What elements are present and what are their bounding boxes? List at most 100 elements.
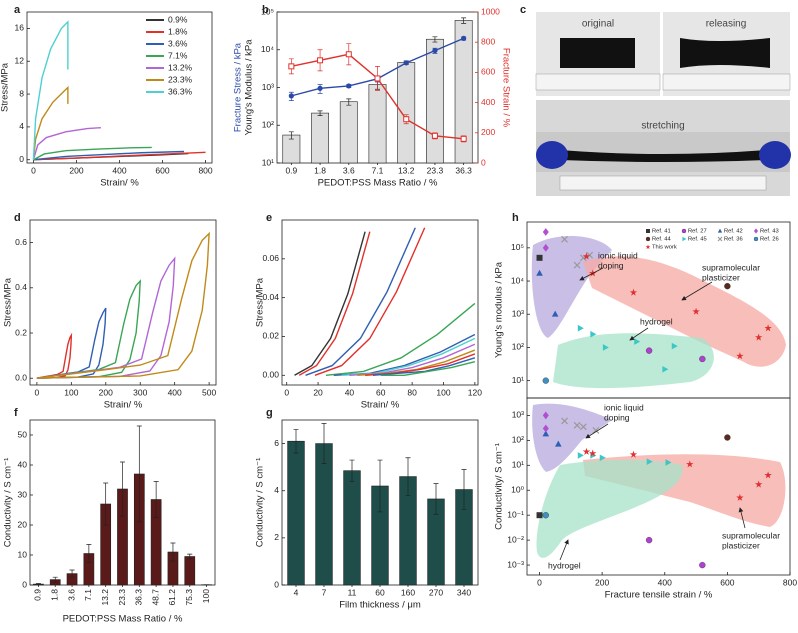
x-tick-label: 160 (401, 587, 415, 597)
error-bar (52, 576, 58, 583)
chart: h 10¹ 10² 10³ 10⁴ 10⁵ Young's modulus / kPa Ref… (494, 212, 791, 399)
error-bar (69, 569, 75, 578)
annotation: plasticizer (722, 540, 760, 550)
x-tick-label: 400 (658, 577, 672, 587)
point (645, 536, 653, 544)
axis-label: Young's Modulus / kPa (244, 39, 255, 136)
x-tick-label: 500 (202, 387, 216, 397)
error-bar (317, 110, 323, 116)
point (665, 459, 672, 466)
point (573, 421, 581, 429)
photo-caption: stretching (641, 121, 684, 132)
h-legend-label: Ref. 45 (688, 237, 707, 243)
y-tick-label: 10¹ (512, 460, 524, 470)
point (345, 51, 352, 58)
point (764, 324, 772, 332)
point (573, 261, 581, 269)
y-tick-label: 10⁻³ (507, 559, 524, 569)
annotation: hydrogel (640, 316, 673, 326)
point (460, 135, 467, 142)
y-tick-label: 0.6 (15, 237, 27, 247)
chart: g 0 2 4 6 4 7 11 60 160 270 340 Film thickness / μm C… (255, 407, 479, 611)
bar (426, 38, 444, 164)
panel-letter: h (512, 212, 519, 224)
y-tick-label: 0.00 (262, 370, 279, 380)
point (561, 417, 568, 425)
point (577, 452, 584, 459)
error-bar (187, 553, 193, 560)
point (599, 454, 606, 462)
annotation-arrow (629, 327, 649, 341)
annotation-arrow (585, 423, 609, 439)
x-tick-label: 0 (31, 165, 36, 175)
line (32, 85, 69, 160)
axis-label: PEDOT:PSS Mass Ratio / % (63, 614, 183, 625)
error-bar (321, 423, 327, 464)
x-tick-label: 200 (595, 577, 609, 587)
x-tick-label: 23.3 (427, 165, 444, 175)
point (686, 460, 694, 468)
x-tick-label: 80 (407, 387, 417, 397)
y-tick-label: 4 (19, 121, 24, 131)
x-tick-label: 800 (198, 165, 212, 175)
line (294, 231, 366, 376)
error-bar (432, 36, 438, 43)
x-tick-label: 11 (348, 587, 357, 597)
annotation: doping (598, 260, 624, 270)
y2-tick-label: 600 (481, 67, 495, 77)
ruler (662, 73, 791, 91)
photo-panel: c original releasing stretching (520, 4, 791, 196)
x-tick-label: 0 (35, 387, 40, 397)
h-legend-label: Ref. 44 (652, 237, 671, 243)
line (36, 231, 210, 379)
x-tick-label: 13.2 (100, 589, 110, 606)
h-legend-label: Ref. 43 (760, 229, 779, 235)
point (288, 63, 295, 70)
point (629, 288, 638, 296)
legend-label: 23.3% (168, 74, 193, 84)
point (403, 60, 409, 66)
error-bar (120, 461, 125, 517)
bar (287, 440, 305, 586)
y-tick-label: 10⁵ (511, 242, 524, 252)
y-label-outer: Fracture Stress / kPa (233, 42, 244, 132)
ruler (559, 175, 767, 191)
chart: b 10¹ 10² 10³ 10⁴ 10⁵ 0 200 400 600 800 1000 0.9 1.8 3… (233, 4, 512, 189)
y2-label: Fracture Strain / % (500, 48, 511, 128)
x-tick-label: 7 (322, 587, 327, 597)
chart: a 0 4 8 12 16 0 200 400 600 800 Strain/ % Stress/MPa… (0, 4, 213, 189)
error-bar (86, 544, 92, 563)
legend-label: 1.8% (168, 26, 188, 36)
point (590, 330, 597, 338)
point (634, 338, 641, 345)
glove (536, 141, 568, 169)
bar (339, 101, 358, 164)
error-bar (153, 481, 159, 518)
point (542, 430, 550, 437)
bar (184, 556, 196, 586)
point (629, 450, 638, 458)
legend-marker (681, 228, 687, 234)
annotation: plasticizer (702, 272, 740, 282)
region (532, 403, 612, 472)
point (431, 132, 438, 139)
bar (397, 62, 416, 164)
x-tick-label: 7.1 (372, 165, 384, 175)
line (33, 150, 185, 161)
point (582, 252, 591, 260)
annotation: supramolecular (702, 262, 760, 272)
y-tick-label: 0.06 (262, 253, 279, 263)
y-tick-label: 50 (18, 429, 28, 439)
line (305, 227, 416, 376)
error-bar (136, 425, 142, 523)
x-tick-label: 0 (537, 577, 542, 587)
legend-marker (646, 229, 650, 233)
y-tick-label: 10⁻¹ (507, 509, 524, 519)
error-bar (170, 542, 176, 562)
glove (759, 141, 791, 169)
y-tick-label: 10² (262, 120, 274, 130)
x-tick-label: 4 (294, 587, 299, 597)
point (432, 47, 438, 54)
y-tick-label: 10⁵ (261, 6, 274, 16)
y2-tick-label: 800 (481, 36, 495, 46)
